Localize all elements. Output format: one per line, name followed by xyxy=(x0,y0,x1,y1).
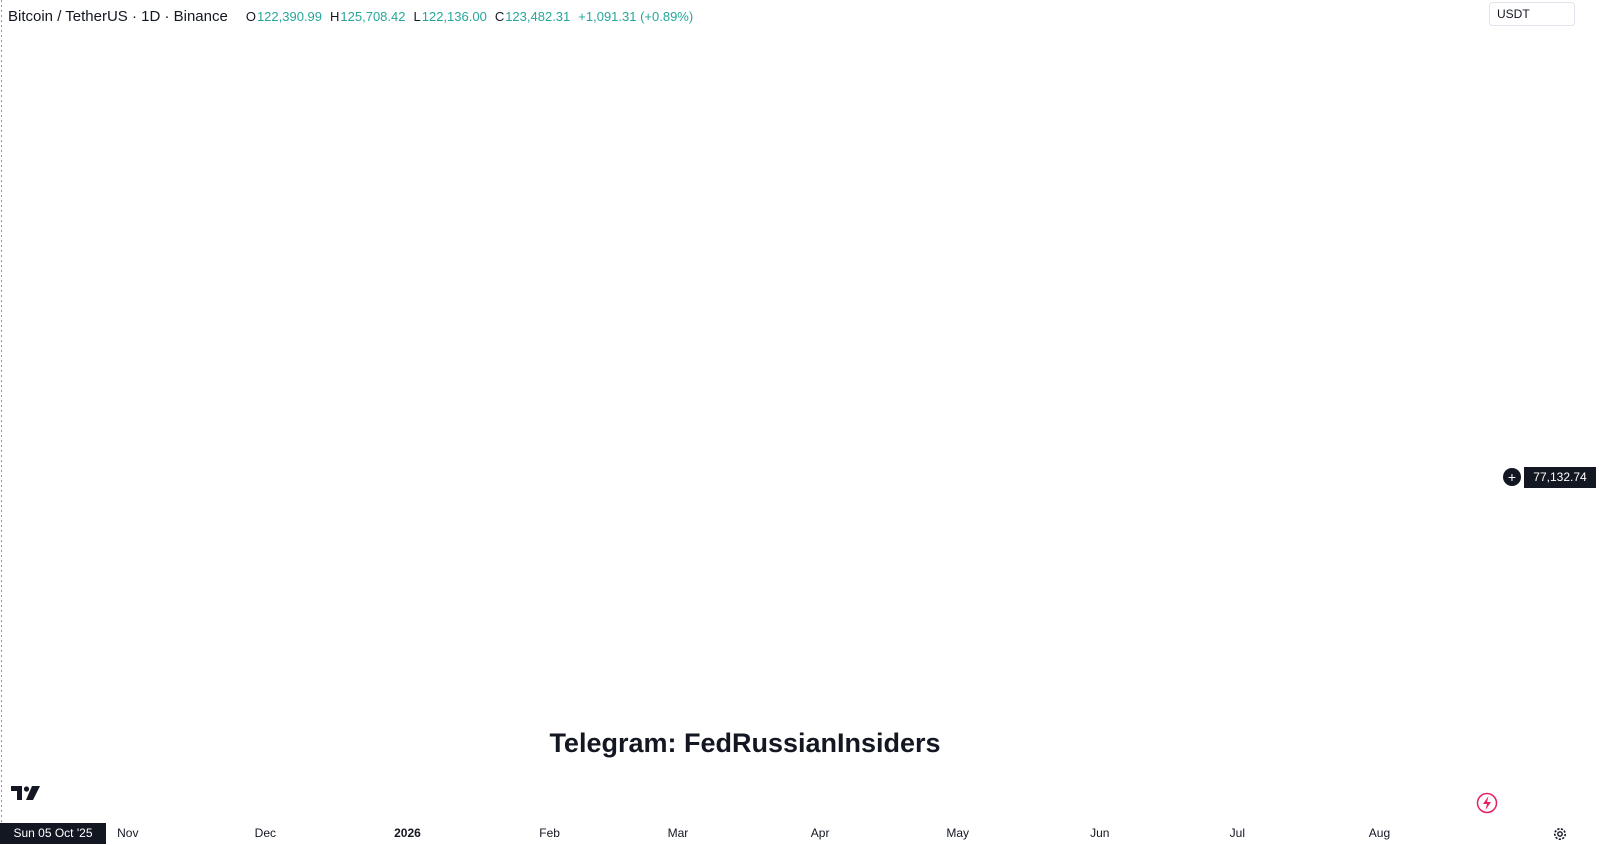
current-price-badge: 77,132.74 xyxy=(1524,467,1596,488)
crosshair-date-badge: Sun 05 Oct '25 xyxy=(0,823,106,844)
time-tick-label: Jul xyxy=(1229,826,1245,840)
low-label: L xyxy=(413,8,421,24)
time-tick-label: Nov xyxy=(117,826,139,840)
tradingview-logo-icon[interactable] xyxy=(11,786,41,800)
time-tick-label: 2026 xyxy=(394,826,421,840)
high-value: 125,708.42 xyxy=(340,8,406,24)
close-label: C xyxy=(494,8,505,24)
lightning-icon[interactable] xyxy=(1476,792,1498,814)
high-label: H xyxy=(330,8,340,24)
time-tick-label: Apr xyxy=(810,826,830,840)
gear-icon[interactable] xyxy=(1552,826,1568,842)
time-tick-label: Jun xyxy=(1090,826,1110,840)
symbol-title[interactable]: Bitcoin / TetherUS · 1D · Binance xyxy=(8,7,228,25)
time-tick-label: Mar xyxy=(667,826,689,840)
change-value: +1,091.31 (+0.89%) xyxy=(578,8,694,24)
symbol-legend: Bitcoin / TetherUS · 1D · Binance O 122,3… xyxy=(8,6,693,26)
watermark-text: Telegram: FedRussianInsiders xyxy=(549,728,941,758)
time-tick-label: Dec xyxy=(254,826,276,840)
time-tick-label: Aug xyxy=(1368,826,1391,840)
time-tick-label: May xyxy=(946,826,969,840)
currency-select[interactable]: USDT xyxy=(1489,2,1575,26)
grid-lines xyxy=(1,0,2,823)
plus-circle-icon[interactable]: + xyxy=(1503,468,1521,486)
open-label: O xyxy=(245,8,256,24)
close-value: 123,482.31 xyxy=(505,8,571,24)
low-value: 122,136.00 xyxy=(421,8,487,24)
open-value: 122,390.99 xyxy=(256,8,323,24)
time-tick-label: Feb xyxy=(539,826,560,840)
